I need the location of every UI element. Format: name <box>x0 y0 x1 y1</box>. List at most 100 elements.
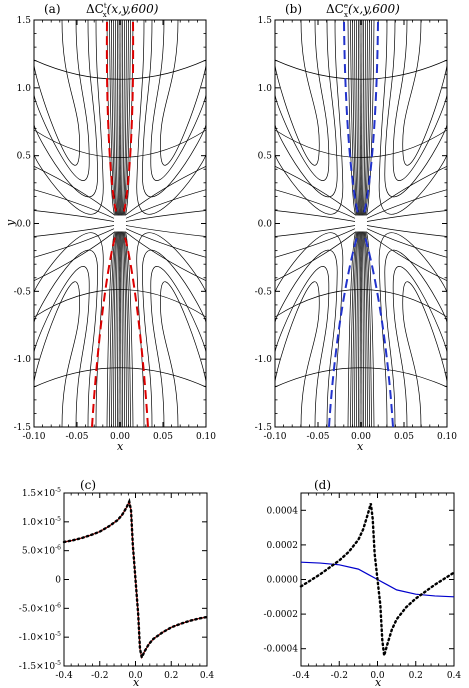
panel-a-contour-line <box>33 165 115 215</box>
panel-d: (d) x -0.4 -0.2 0.0 0.2 0.4 0.00040.00020.00… <box>263 478 461 688</box>
panel-a-contour-line <box>124 231 134 428</box>
panel-b-contour-line <box>274 367 448 388</box>
panel-d-ytick-label: 0.0002 <box>267 541 299 551</box>
panel-c-ytick-label: -1.5×10-5 <box>19 660 61 672</box>
panel-c-series-1-line <box>62 497 209 662</box>
panel-a-contour-line <box>33 210 115 222</box>
panel-b-contour-line <box>362 231 366 428</box>
panel-a-contour-line <box>120 231 123 428</box>
panel-d-xtick-label: -0.2 <box>331 671 348 681</box>
panel-b-contour-line <box>364 231 372 428</box>
panel-d-yticks: 0.0004 0.0002 0.0000 -0.0002 -0.0004 <box>263 506 454 655</box>
panel-a-contour-line <box>136 19 207 215</box>
panel-a-contour-line <box>142 19 207 198</box>
panel-b-xtick-label: -0.10 <box>263 432 286 442</box>
panel-a-xtick-label: 0.10 <box>196 432 216 442</box>
panel-a-contour-line <box>113 19 118 216</box>
panel-b: (b) ΔCe x(x,y,600) x -0.10 -0.05 0.00 0.05 0.… <box>255 2 458 453</box>
panel-d-ytick-label: -0.0002 <box>263 610 298 620</box>
panel-b-ytick-label: -1.0 <box>255 355 273 365</box>
panel-b-contour-line <box>361 231 363 428</box>
panel-b-contour-line <box>274 232 344 428</box>
panel-b-ytick-label: 1.0 <box>258 84 273 94</box>
panel-b-overlay-line <box>363 21 379 214</box>
panel-d-xtick-label: -0.4 <box>292 671 310 681</box>
panel-a-yticks: 1.5 1.0 0.5 0.0 -0.5 -1.0 -1.5 <box>14 16 206 433</box>
panel-a-contours <box>33 19 207 428</box>
panel-b-contour-line <box>274 210 356 222</box>
panel-a-contour-line <box>33 19 104 215</box>
panel-b-contour-line <box>356 19 360 216</box>
panel-a-contour-line <box>120 19 122 216</box>
panel-b-ytick-label: 0.0 <box>258 220 273 230</box>
panel-b-contour-line <box>384 249 448 428</box>
panel-a-contour-line <box>33 129 207 158</box>
panel-a-contour-line <box>142 249 207 428</box>
panel-a-ylabel: y <box>4 219 17 227</box>
panel-c-xtick-label: -0.4 <box>55 671 73 681</box>
panel-a-contour-line <box>125 165 207 215</box>
panel-b-contour-line <box>361 19 364 216</box>
panel-c-ytick-label: 5.0×10-6 <box>22 545 61 557</box>
panel-b-contour-line <box>274 289 448 318</box>
panel-a-contour-line <box>122 19 127 216</box>
panel-b-overlay <box>328 21 394 428</box>
panel-a-contour-line <box>106 231 116 428</box>
panel-b-contour-line <box>274 165 356 215</box>
panel-a-ytick-label: 0.5 <box>17 152 32 162</box>
panel-b-plot-area <box>274 19 448 428</box>
panel-d-xtick-label: 0.0 <box>370 671 385 681</box>
panel-d-ytick-label: 0.0000 <box>267 576 299 586</box>
panel-c-ytick-label: -1.0×10-5 <box>19 631 61 643</box>
panel-b-contour-line <box>354 231 359 428</box>
panel-a-contour-line <box>33 281 80 428</box>
panel-a-overlay <box>91 21 149 428</box>
panel-b-contour-line <box>359 231 361 428</box>
panel-b-contour-line <box>274 228 356 258</box>
panel-b-contour-line <box>366 228 448 258</box>
panel-c-ytick-label: 1.5×10-5 <box>22 487 61 499</box>
panel-d-xtick-label: 0.2 <box>409 671 423 681</box>
panel-b-xtick-label: 0.00 <box>351 432 371 442</box>
panel-a-ytick-label: 1.5 <box>17 16 32 26</box>
panel-b-xlabel: x <box>357 440 364 453</box>
panel-a-xtick-label: -0.05 <box>65 432 88 442</box>
panel-a-contour-line <box>33 19 80 166</box>
panel-a-xtick-label: 0.05 <box>153 432 173 442</box>
panel-a-contour-line <box>125 232 207 282</box>
panel-b-contour-line <box>361 231 364 428</box>
panel-b-title: ΔCe x(x,y,600) <box>326 2 400 19</box>
panel-b-contour-line <box>274 249 338 428</box>
panel-a-contour-line <box>33 19 98 198</box>
panel-a-contour-line <box>33 232 115 282</box>
panel-a-contour-line <box>120 19 123 216</box>
panel-a-contour-line <box>33 225 115 237</box>
panel-b-contour-line <box>274 19 344 215</box>
panel-b-contour-line <box>358 231 361 428</box>
panel-c-xtick-label: 0.4 <box>200 671 215 681</box>
panel-c-xtick-label: 0.0 <box>128 671 143 681</box>
panel-c-ytick-label: 0 <box>55 576 61 586</box>
panel-b-contour-line <box>274 19 320 166</box>
panel-a-contour-line <box>109 231 117 428</box>
panel-a-contour-line <box>117 231 120 428</box>
panel-a-contour-line <box>111 231 117 428</box>
panel-d-xtick-label: 0.4 <box>447 671 462 681</box>
panel-b-contour-line <box>365 231 375 428</box>
panel-a-overlay-line <box>91 237 116 428</box>
panel-b-contour-line <box>274 19 338 198</box>
panel-a-xlabel: x <box>117 440 124 453</box>
panel-b-contour-line <box>356 231 360 428</box>
panel-a-contour-line <box>121 19 125 216</box>
panel-a-ytick-label: -0.5 <box>14 287 32 297</box>
panel-a-ytick-label: -1.0 <box>14 355 32 365</box>
panel-b-overlay-line <box>343 21 359 214</box>
panel-a-contour-line <box>33 59 207 80</box>
panel-a-contour-line <box>33 249 98 428</box>
panel-a-overlay-line <box>124 237 149 428</box>
panel-c: (c) x -0.4 -0.2 0.0 0.2 0.4 1.5×10-5 1.0×10-5… <box>19 478 215 688</box>
panel-a-contour-line <box>122 231 127 428</box>
panel-a-plot-area <box>33 19 207 428</box>
panel-b-contour-line <box>274 189 356 219</box>
panel-a-contour-line <box>115 231 119 428</box>
